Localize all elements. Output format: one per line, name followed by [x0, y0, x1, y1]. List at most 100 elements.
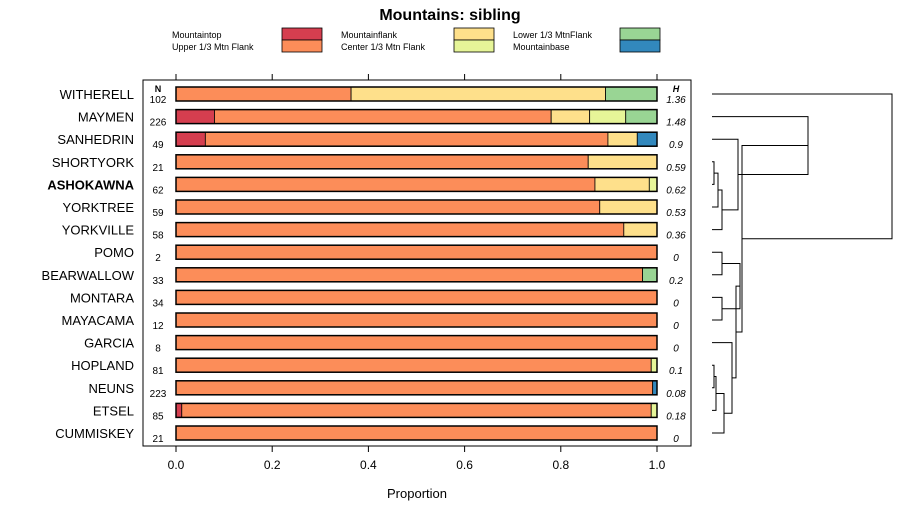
bar-outline: [175, 176, 658, 193]
row-label: GARCIA: [84, 336, 134, 351]
row-h: 0.08: [666, 389, 686, 400]
legend-label: Mountainbase: [513, 42, 570, 52]
bar-segment: [623, 222, 658, 238]
row-label: MAYACAMA: [62, 313, 135, 328]
legend-label: Lower 1/3 MtnFlank: [513, 30, 593, 40]
x-tick-label: 0.4: [360, 458, 377, 472]
bar-segment: [175, 402, 183, 418]
row-n: 223: [150, 389, 167, 400]
bar-segment: [175, 109, 215, 124]
bar-segment: [175, 222, 625, 238]
bar-segment: [181, 402, 652, 418]
bar-segment: [594, 176, 650, 192]
row-n: 62: [152, 185, 164, 196]
row-n: 226: [150, 118, 167, 129]
row-h: 0.9: [669, 140, 683, 151]
bar-outline: [175, 289, 658, 306]
dendrogram-branch: [712, 392, 725, 434]
bar-row: BEARWALLOW 33 0.2: [42, 267, 683, 287]
dendrogram-branch: [712, 189, 723, 231]
bar-segment: [625, 109, 658, 124]
bar-segment: [636, 131, 658, 147]
bar-row: YORKVILLE 58 0.36: [62, 221, 686, 242]
row-h: 0: [673, 344, 679, 355]
bar-segment: [175, 312, 658, 328]
bar-segment: [175, 380, 654, 396]
dendrogram-branch: [712, 342, 733, 414]
rows: WITHERELL 102 1.36 MAYMEN 226 1.48 SANHEDRIN 49…: [42, 86, 686, 445]
bar-row: POMO 2 0: [94, 244, 679, 264]
bar-row: HOPLAND 81 0.1: [71, 357, 683, 377]
row-h: 1.48: [666, 118, 686, 129]
bar-row: MAYACAMA 12 0: [62, 312, 679, 332]
row-h: 0.18: [666, 411, 686, 422]
bar-segment: [175, 357, 652, 373]
row-label: BEARWALLOW: [42, 268, 135, 283]
legend-swatch: [619, 39, 661, 53]
bar-segment: [550, 109, 591, 124]
row-h: 0.59: [666, 163, 686, 174]
legend-swatch: [619, 27, 661, 41]
bar-segment: [607, 131, 638, 147]
dendrogram-branch: [736, 145, 808, 333]
bar-row: YORKTREE 59 0.53: [62, 199, 686, 219]
row-h: 0.36: [666, 231, 686, 242]
bar-outline: [175, 199, 658, 215]
dendrogram-branch: [712, 296, 723, 321]
bar-segment: [175, 335, 658, 351]
row-h: 0: [673, 434, 679, 445]
legend-label: Center 1/3 Mtn Flank: [341, 42, 426, 52]
row-n: 85: [152, 411, 164, 422]
dendrogram-branch: [732, 285, 740, 379]
row-n: 81: [152, 366, 164, 377]
bar-segment: [175, 176, 596, 192]
x-tick-label: 0.8: [552, 458, 569, 472]
legend-swatch: [453, 39, 495, 53]
bar-segment: [589, 109, 627, 124]
row-label: WITHERELL: [60, 87, 134, 102]
dendrogram-branch: [712, 172, 719, 208]
bar-segment: [642, 267, 658, 283]
bar-outline: [175, 267, 658, 283]
bar-row: SANHEDRIN 49 0.9: [57, 131, 683, 151]
row-label: POMO: [94, 245, 134, 260]
row-label: CUMMISKEY: [55, 426, 134, 441]
bar-outline: [175, 131, 658, 147]
row-n: 21: [152, 434, 164, 445]
bar-segment: [599, 199, 658, 215]
legend-label: Mountaintop: [172, 30, 222, 40]
bar-outline: [175, 334, 658, 351]
row-label: SANHEDRIN: [57, 132, 134, 147]
dendrogram-branch: [712, 116, 809, 176]
row-h: 0.62: [666, 185, 686, 196]
bar-segment: [175, 86, 352, 102]
row-label: YORKTREE: [62, 200, 134, 215]
bar-row: NEUNS 223 0.08: [88, 380, 686, 400]
row-label: ASHOKAWNA: [47, 177, 134, 192]
row-h: 0.2: [669, 276, 683, 287]
row-n: 49: [152, 140, 164, 151]
row-n: 21: [152, 163, 164, 174]
bar-outline: [175, 312, 658, 328]
bar-segment: [175, 289, 658, 305]
row-label: YORKVILLE: [62, 223, 135, 238]
row-h: 0.53: [666, 208, 686, 219]
row-h: 0.1: [669, 366, 683, 377]
top-axis: [175, 74, 658, 80]
row-label: MONTARA: [70, 290, 134, 305]
row-h: 0: [673, 321, 679, 332]
x-tick-label: 0.2: [264, 458, 281, 472]
x-tick-label: 0.0: [168, 458, 185, 472]
bar-outline: [175, 108, 658, 125]
row-label: HOPLAND: [71, 358, 134, 373]
row-n: 34: [152, 298, 164, 309]
dendrogram-branch: [712, 364, 715, 389]
x-axis: 0.0 0.2 0.4 0.6 0.8 1.0: [168, 446, 666, 472]
x-tick-label: 1.0: [649, 458, 666, 472]
bar-row: SHORTYORK 21 0.59: [52, 154, 686, 174]
bar-row: ASHOKAWNA 62 0.62: [47, 176, 686, 196]
bar-outline: [175, 244, 658, 260]
dendrogram-branch: [712, 251, 723, 276]
x-tick-label: 0.6: [456, 458, 473, 472]
